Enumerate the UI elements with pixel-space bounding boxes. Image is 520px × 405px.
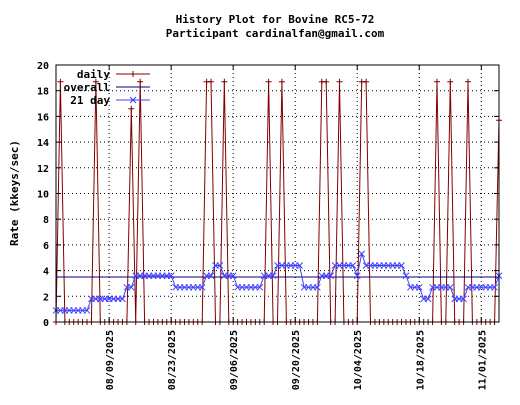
y-tick-label: 10 (37, 190, 49, 201)
chart-subtitle: Participant cardinalfan@gmail.com (166, 27, 385, 40)
y-tick-label: 8 (43, 215, 49, 226)
x-tick-label: 08/23/2025 (167, 330, 178, 390)
data-point-daily (464, 78, 471, 85)
data-point-21-day (296, 262, 304, 269)
x-tick-label: 09/20/2025 (291, 330, 302, 390)
data-point-21-day (353, 272, 361, 280)
legend-markers (129, 71, 137, 104)
x-tick-label: 10/18/2025 (415, 330, 426, 390)
y-axis-label: Rate (kkeys/sec) (8, 140, 21, 246)
data-point-21-day (269, 272, 277, 280)
y-tick-label: 14 (37, 138, 49, 149)
data-point-daily (336, 78, 343, 85)
data-point-21-day (198, 283, 206, 291)
y-tick-label: 20 (37, 61, 49, 72)
data-point-daily (433, 78, 440, 85)
data-point-21-day (424, 295, 432, 303)
data-point-daily (137, 78, 144, 85)
series-line-daily (55, 81, 500, 323)
legend-marker-daily (130, 71, 136, 77)
data-point-daily (92, 78, 99, 85)
x-tick-label: 09/06/2025 (229, 330, 240, 390)
data-point-daily (208, 78, 215, 85)
series-lines (55, 81, 500, 323)
data-point-21-day (314, 283, 321, 291)
y-tick-label: 4 (43, 267, 49, 278)
data-point-21-day (349, 262, 357, 269)
y-tick-label: 16 (37, 112, 49, 123)
legend-marker-21-day (129, 96, 137, 104)
y-tick-label: 6 (43, 241, 49, 252)
data-point-21-day (358, 250, 366, 258)
x-axis-ticks: 08/09/2025 08/23/2025 09/06/2025 09/20/2025… (105, 65, 488, 390)
data-point-21-day (327, 272, 335, 280)
x-tick-label: 10/04/2025 (353, 330, 364, 390)
data-point-daily (278, 78, 285, 85)
y-tick-label: 2 (43, 292, 49, 303)
data-point-daily (447, 78, 454, 85)
data-point-daily (323, 78, 330, 85)
data-point-21-day (256, 283, 264, 291)
legend-label-daily: daily (77, 68, 110, 81)
legend: daily overall 21 day (64, 68, 150, 107)
chart-title: History Plot for Bovine RC5-72 (176, 13, 375, 26)
data-point-21-day (402, 272, 410, 280)
data-point-21-day (415, 283, 423, 291)
y-tick-label: 18 (37, 87, 49, 98)
data-point-daily (363, 78, 370, 85)
data-point-21-day (398, 262, 405, 269)
legend-label-21-day: 21 day (70, 94, 110, 107)
y-tick-label: 0 (43, 318, 49, 329)
data-point-21-day (207, 272, 215, 280)
data-point-21-day (83, 307, 91, 314)
data-point-21-day (216, 262, 224, 269)
data-point-21-day (167, 272, 175, 280)
grid (56, 65, 499, 322)
data-point-21-day (127, 283, 135, 291)
data-point-daily (221, 78, 228, 85)
x-tick-label: 08/09/2025 (105, 330, 116, 390)
data-point-daily (128, 105, 135, 112)
data-point-daily (57, 78, 64, 85)
data-point-daily (265, 78, 272, 85)
data-point-21-day (460, 295, 467, 303)
y-axis-ticks: 0 2 4 6 8 10 12 14 16 18 20 (37, 61, 499, 329)
x-tick-label: 11/01/2025 (477, 330, 488, 390)
legend-label-overall: overall (64, 81, 110, 94)
data-point-21-day (446, 283, 454, 291)
data-point-21-day (491, 283, 498, 291)
data-point-21-day (229, 272, 237, 280)
data-point-21-day (119, 295, 126, 303)
y-tick-label: 12 (37, 164, 49, 175)
